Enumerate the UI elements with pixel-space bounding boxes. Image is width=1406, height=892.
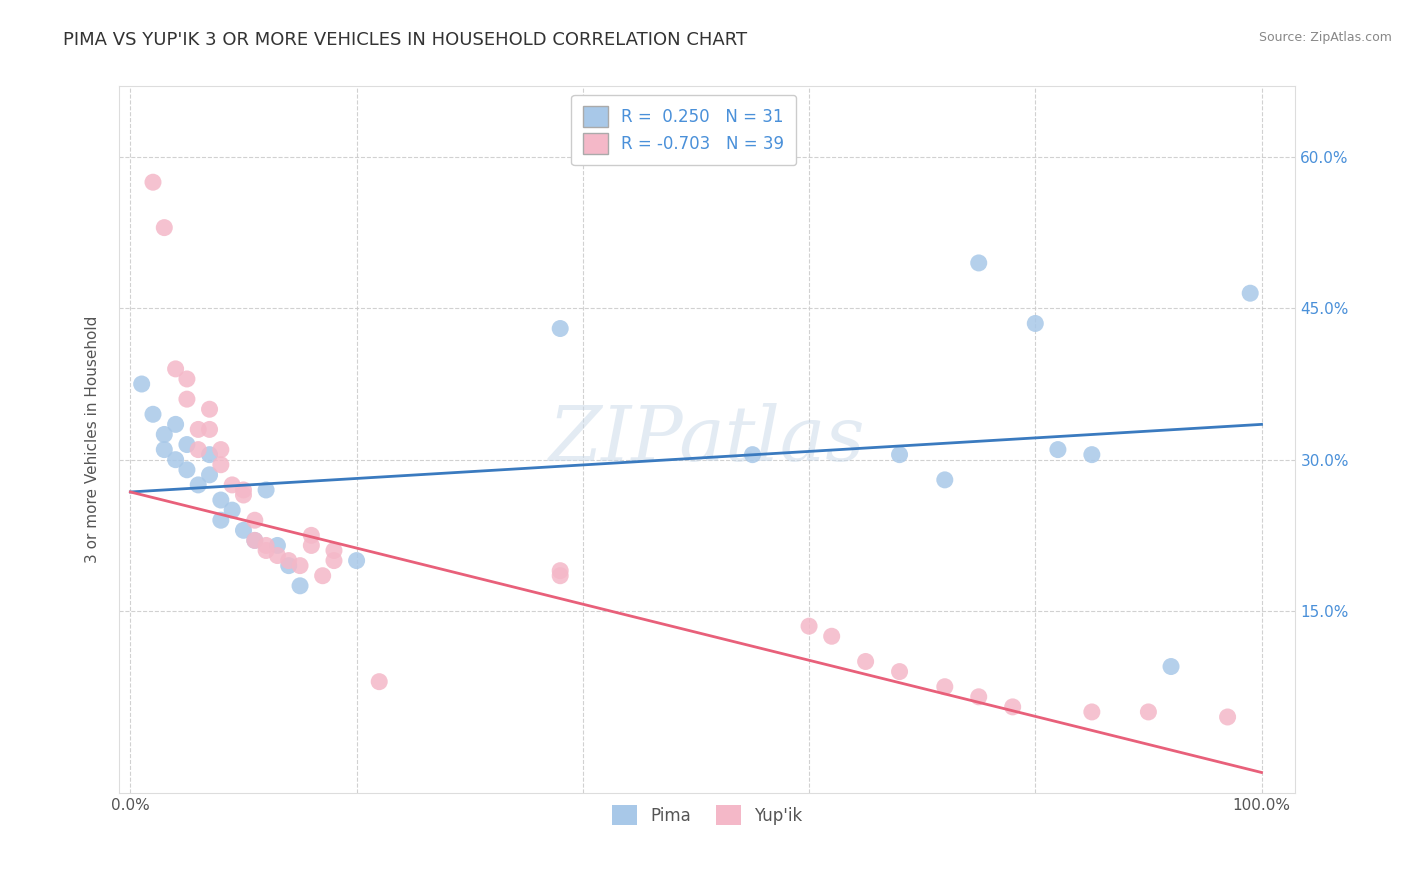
Point	[1137, 705, 1160, 719]
Point	[368, 674, 391, 689]
Point	[266, 549, 288, 563]
Point	[934, 473, 956, 487]
Legend: Pima, Yup'ik: Pima, Yup'ik	[603, 797, 811, 834]
Point	[153, 442, 176, 457]
Point	[1160, 659, 1182, 673]
Point	[1216, 710, 1239, 724]
Point	[548, 321, 571, 335]
Point	[266, 538, 288, 552]
Point	[934, 680, 956, 694]
Point	[198, 422, 221, 436]
Point	[131, 377, 153, 392]
Point	[243, 533, 266, 548]
Point	[299, 528, 322, 542]
Point	[889, 665, 911, 679]
Point	[1239, 286, 1261, 301]
Point	[323, 543, 346, 558]
Point	[209, 458, 232, 472]
Point	[254, 543, 277, 558]
Point	[243, 533, 266, 548]
Point	[548, 568, 571, 582]
Point	[153, 220, 176, 235]
Point	[855, 655, 877, 669]
Point	[165, 452, 187, 467]
Point	[243, 513, 266, 527]
Text: ZIPatlas: ZIPatlas	[548, 402, 866, 476]
Point	[176, 463, 198, 477]
Point	[221, 503, 243, 517]
Point	[299, 538, 322, 552]
Point	[323, 553, 346, 567]
Point	[209, 442, 232, 457]
Point	[176, 437, 198, 451]
Point	[232, 488, 254, 502]
Point	[1001, 699, 1024, 714]
Point	[187, 422, 209, 436]
Point	[1024, 317, 1046, 331]
Point	[221, 478, 243, 492]
Point	[209, 513, 232, 527]
Text: Source: ZipAtlas.com: Source: ZipAtlas.com	[1258, 31, 1392, 45]
Point	[153, 427, 176, 442]
Point	[165, 362, 187, 376]
Point	[346, 553, 368, 567]
Point	[165, 417, 187, 432]
Point	[254, 483, 277, 497]
Point	[967, 256, 990, 270]
Point	[277, 558, 299, 573]
Point	[176, 392, 198, 406]
Point	[288, 579, 311, 593]
Point	[277, 553, 299, 567]
Point	[232, 483, 254, 497]
Point	[311, 568, 333, 582]
Point	[209, 493, 232, 508]
Point	[1046, 442, 1069, 457]
Point	[198, 402, 221, 417]
Point	[967, 690, 990, 704]
Point	[187, 442, 209, 457]
Text: PIMA VS YUP'IK 3 OR MORE VEHICLES IN HOUSEHOLD CORRELATION CHART: PIMA VS YUP'IK 3 OR MORE VEHICLES IN HOU…	[63, 31, 748, 49]
Point	[187, 478, 209, 492]
Point	[889, 448, 911, 462]
Point	[1081, 448, 1104, 462]
Point	[1081, 705, 1104, 719]
Point	[176, 372, 198, 386]
Point	[548, 564, 571, 578]
Point	[254, 538, 277, 552]
Y-axis label: 3 or more Vehicles in Household: 3 or more Vehicles in Household	[86, 316, 100, 563]
Point	[232, 524, 254, 538]
Point	[198, 448, 221, 462]
Point	[821, 629, 844, 643]
Point	[741, 448, 763, 462]
Point	[288, 558, 311, 573]
Point	[142, 175, 165, 189]
Point	[142, 407, 165, 421]
Point	[797, 619, 820, 633]
Point	[198, 467, 221, 482]
